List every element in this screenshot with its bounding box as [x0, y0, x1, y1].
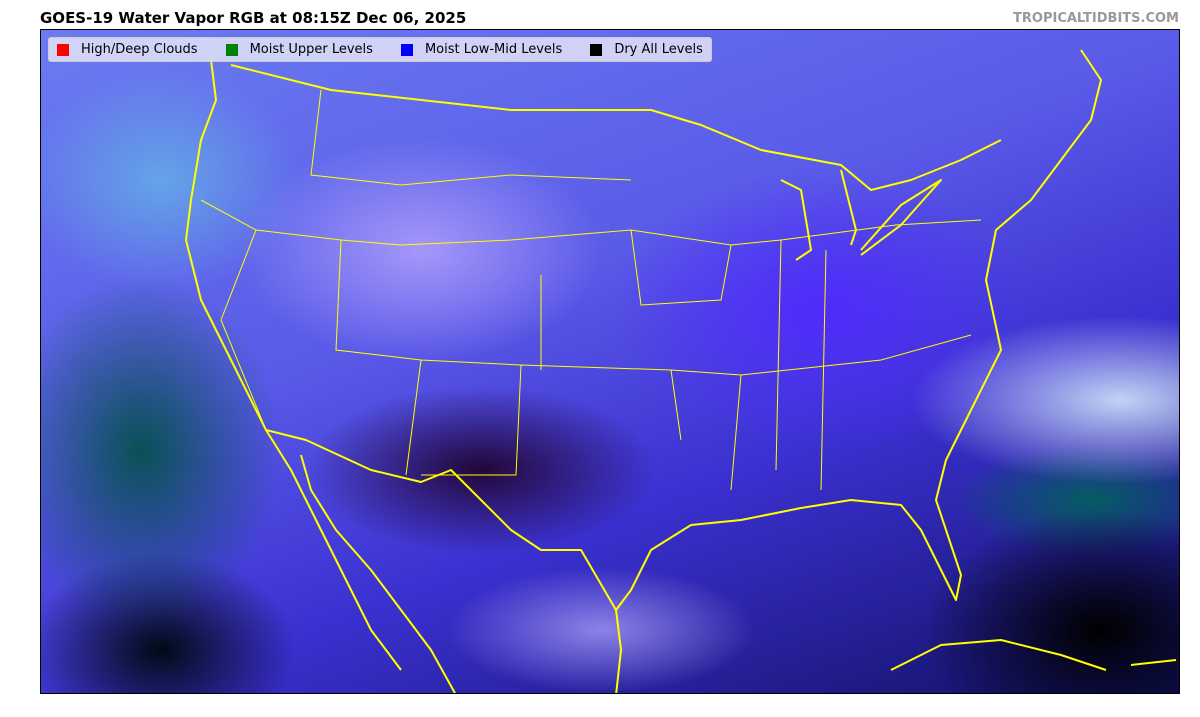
us-coastline: [185, 49, 1102, 611]
northern-border: [230, 64, 1002, 191]
legend-item-moist-upper-levels: Moist Upper Levels: [225, 42, 373, 57]
red-swatch-icon: [57, 43, 69, 56]
state-boundaries: [200, 89, 982, 491]
legend-item-moist-low-mid-levels: Moist Low-Mid Levels: [400, 42, 563, 57]
legend-item-high-deep-clouds: High/Deep Clouds: [57, 42, 198, 57]
site-credit: TROPICALTIDBITS.COM: [1013, 11, 1179, 26]
map-title: GOES-19 Water Vapor RGB at 08:15Z Dec 06…: [40, 9, 467, 27]
green-swatch-icon: [225, 43, 238, 56]
black-swatch-icon: [590, 43, 603, 56]
legend-label: Moist Low-Mid Levels: [424, 42, 563, 57]
satellite-map: High/Deep Clouds Moist Upper Levels Mois…: [40, 29, 1180, 694]
great-lakes: [780, 169, 942, 261]
cuba: [890, 639, 1177, 671]
legend-label: Dry All Levels: [614, 42, 703, 57]
legend-label: High/Deep Clouds: [81, 42, 198, 57]
boundary-overlay: [185, 49, 1177, 693]
mexico-coast: [265, 429, 622, 693]
legend: High/Deep Clouds Moist Upper Levels Mois…: [48, 37, 712, 62]
legend-item-dry-all-levels: Dry All Levels: [590, 42, 703, 57]
blue-swatch-icon: [400, 43, 413, 56]
legend-label: Moist Upper Levels: [249, 42, 373, 57]
